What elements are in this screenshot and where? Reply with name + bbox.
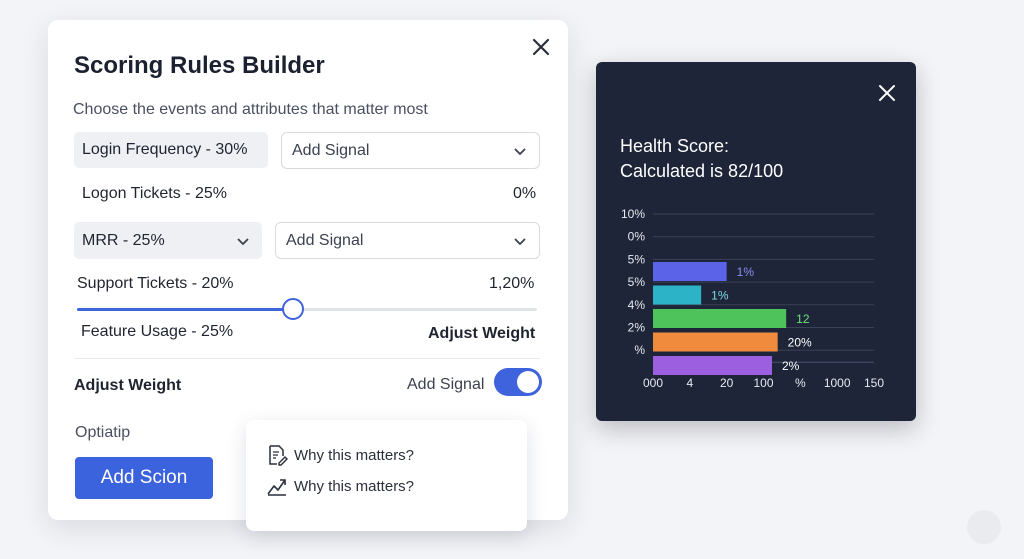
add-signal-select-2[interactable]: Add Signal [275, 222, 540, 259]
popover-item[interactable]: Why this matters? [266, 444, 414, 466]
optiatip-label: Optiatip [75, 424, 131, 441]
slider-fill [77, 308, 294, 311]
x-tick-label: % [795, 376, 806, 390]
y-tick-label: % [634, 343, 645, 357]
document-edit-icon [269, 445, 288, 466]
close-icon[interactable] [528, 34, 554, 60]
y-tick-label: 0% [628, 230, 646, 244]
bar-data-label: 1% [737, 265, 755, 279]
mrr-select[interactable]: MRR - 25% [74, 222, 262, 259]
slider-thumb[interactable] [282, 298, 305, 320]
x-tick-label: 150 [864, 376, 884, 390]
y-tick-label: 5% [628, 252, 646, 266]
support-tickets-label: Support Tickets - 20% [77, 275, 234, 292]
logon-tickets-value: 0% [513, 185, 537, 202]
health-score-title-line1: Health Score: [620, 136, 730, 156]
bar-data-label: 2% [782, 359, 800, 373]
x-tick-label: 000 [643, 376, 663, 390]
chevron-down-icon [514, 147, 526, 155]
chart-bar [653, 356, 772, 375]
add-signal-select-2-value: Add Signal [286, 231, 364, 249]
adjust-weight-link[interactable]: Adjust Weight [428, 325, 536, 342]
health-score-title-line2: Calculated is 82/100 [620, 161, 784, 181]
chart-bar [653, 309, 787, 328]
adjust-weight-label: Adjust Weight [74, 377, 182, 394]
y-tick-label: 10% [621, 207, 645, 221]
login-frequency-chip[interactable]: Login Frequency - 30% [74, 132, 268, 168]
chart-bar [653, 332, 778, 352]
popover-item-label: Why this matters? [294, 477, 415, 495]
bar-data-label: 20% [788, 336, 812, 350]
weight-slider[interactable] [77, 298, 537, 320]
bar-data-label: 1% [711, 289, 729, 303]
chevron-down-icon [514, 237, 526, 245]
add-signal-toggle[interactable] [494, 368, 542, 396]
close-icon[interactable] [876, 82, 898, 104]
modal-subtitle: Choose the events and attributes that ma… [73, 101, 428, 118]
popover-item[interactable]: Why this matters? [266, 475, 414, 497]
trend-chart-icon [267, 479, 286, 496]
support-tickets-value: 1,20% [489, 275, 535, 292]
chevron-down-icon [237, 237, 249, 245]
x-tick-label: 20 [720, 376, 734, 390]
add-signal-select-value: Add Signal [292, 141, 370, 159]
feature-usage-label: Feature Usage - 25% [81, 323, 234, 340]
health-score-title: Health Score: Calculated is 82/100 [620, 134, 783, 184]
scoring-rules-modal: Scoring Rules Builder Choose the events … [48, 20, 568, 520]
mrr-select-value: MRR - 25% [82, 231, 165, 249]
modal-title: Scoring Rules Builder [74, 52, 325, 79]
y-tick-label: 5% [628, 275, 646, 289]
y-tick-label: 2% [628, 321, 646, 335]
chart-bar [653, 285, 702, 305]
toggle-knob [517, 371, 539, 393]
x-tick-label: 1000 [824, 376, 851, 390]
bar-data-label: 12 [796, 312, 810, 326]
help-popover: Why this matters? Why this matters? [246, 420, 527, 531]
add-scion-button[interactable]: Add Scion [75, 457, 213, 499]
popover-item-label: Why this matters? [294, 446, 415, 464]
x-tick-label: 4 [686, 376, 693, 390]
divider [74, 358, 540, 359]
health-score-panel: Health Score: Calculated is 82/100 10% 0%… [596, 62, 916, 421]
watermark-logo [967, 510, 1001, 544]
logon-tickets-label: Logon Tickets - 25% [82, 185, 227, 202]
chart-bar [653, 262, 727, 281]
y-tick-label: 4% [628, 298, 646, 312]
health-score-chart: 10% 0% 5% 5% 4% 2%% 000 4 20 100% 1000 150 1% 1% 12 20%… [621, 207, 884, 390]
add-signal-toggle-label: Add Signal [407, 376, 485, 393]
x-tick-label: 100 [753, 376, 773, 390]
add-signal-select[interactable]: Add Signal [281, 132, 540, 169]
